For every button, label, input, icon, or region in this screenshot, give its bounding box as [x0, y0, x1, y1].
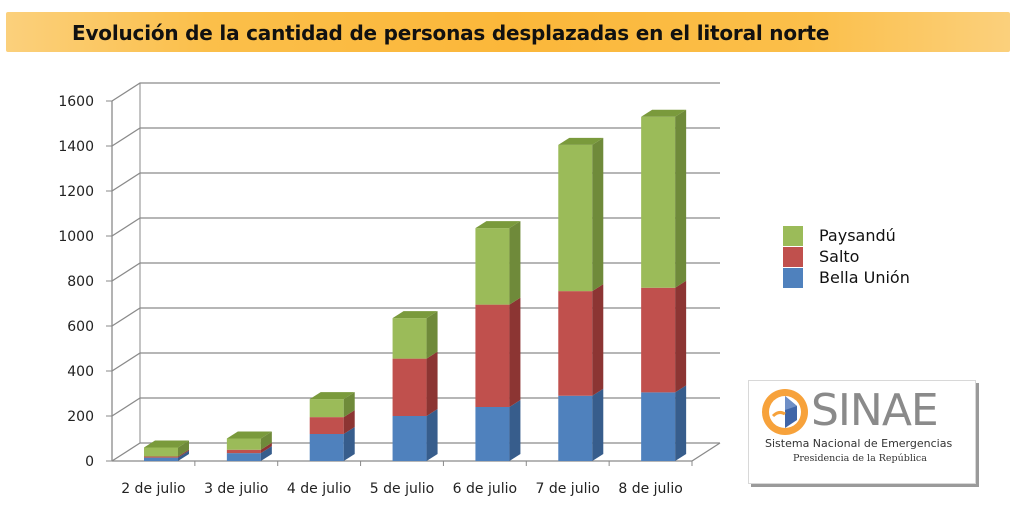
bar-bella-uni-n-side [178, 450, 189, 461]
bar-paysand--top [226, 431, 272, 439]
legend-swatch-paysandu [783, 225, 803, 246]
legend-swatch-bella-union [783, 267, 803, 288]
logo-tagline: Presidencia de la República [793, 453, 927, 464]
x-tick-label: 4 de julio [287, 481, 351, 497]
legend-item-salto: Salto [783, 246, 910, 267]
y-tick-label: 600 [67, 319, 94, 335]
bar-salto-front [392, 358, 427, 416]
bar-paysand--top [392, 311, 438, 319]
gridline [111, 172, 720, 192]
bar-paysand--front [309, 399, 344, 418]
y-tick-label: 1000 [58, 229, 94, 245]
x-tick-label: 8 de julio [618, 481, 682, 497]
bar-salto-front [558, 291, 593, 396]
x-tick-label: 2 de julio [121, 481, 185, 497]
bar-paysand--top [144, 440, 189, 448]
logo-name: SINAE [811, 385, 939, 436]
bar-salto-side [343, 410, 355, 434]
chart-title: Evolución de la cantidad de personas des… [72, 21, 830, 45]
bar-paysand--side [178, 440, 189, 457]
bar-bella-uni-n-side [592, 388, 604, 461]
bar-paysand--side [509, 221, 521, 305]
y-tick-label: 800 [67, 274, 94, 290]
sinae-logo: SINAE Sistema Nacional de Emergencias Pr… [748, 380, 976, 484]
bar-paysand--side [675, 109, 687, 288]
y-tick-label: 1600 [58, 94, 94, 110]
gridline [111, 262, 720, 282]
bar-paysand--side [343, 392, 355, 418]
legend-label: Salto [819, 247, 860, 266]
x-tick-label: 6 de julio [453, 481, 517, 497]
bar-paysand--side [260, 431, 272, 450]
x-tick-label: 7 de julio [536, 481, 600, 497]
bar-paysand--front [392, 318, 427, 359]
legend-item-bella-union: Bella Unión [783, 267, 910, 288]
x-tick-label: 5 de julio [370, 481, 434, 497]
bar-paysand--front [226, 438, 261, 450]
y-tick-label: 400 [67, 364, 94, 380]
bar-bella-uni-n-front [392, 416, 427, 461]
bar-salto-front [641, 287, 676, 393]
bar-paysand--side [592, 137, 604, 292]
legend-label: Bella Unión [819, 268, 910, 287]
bar-paysand--top [558, 137, 604, 145]
y-tick-label: 1400 [58, 139, 94, 155]
bar-paysand--top [309, 392, 355, 400]
bar-salto-side [426, 351, 438, 416]
y-tick-label: 1200 [58, 184, 94, 200]
bar-paysand--front [144, 447, 178, 457]
bar-salto-front [309, 417, 344, 434]
logo-subtitle: Sistema Nacional de Emergencias [765, 437, 953, 450]
bar-salto-side [509, 297, 521, 407]
gridline [111, 127, 720, 147]
bar-salto-side [592, 284, 604, 396]
bar-bella-uni-n-side [426, 409, 438, 461]
bar-bella-uni-n-front [641, 392, 676, 461]
gridline [111, 217, 720, 237]
bar-paysand--top [641, 109, 687, 117]
bar-salto-front [226, 449, 261, 454]
bar-bella-uni-n-front [309, 434, 344, 461]
bar-paysand--front [641, 116, 676, 288]
bar-bella-uni-n-front [558, 395, 593, 461]
bar-paysand--top [475, 221, 521, 229]
bar-bella-uni-n-front [226, 453, 261, 461]
legend-swatch-salto [783, 246, 803, 267]
x-tick-label: 3 de julio [204, 481, 268, 497]
bar-bella-uni-n-front [475, 407, 510, 461]
sinae-emblem-icon [762, 389, 808, 435]
bar-salto-side [675, 280, 687, 393]
bar-bella-uni-n-side [509, 400, 521, 461]
bar-bella-uni-n-front [144, 457, 178, 461]
legend-label: Paysandú [819, 226, 896, 245]
title-bar: Evolución de la cantidad de personas des… [6, 12, 1010, 52]
bar-paysand--front [558, 144, 593, 292]
y-tick-label: 200 [67, 409, 94, 425]
bar-salto-side [178, 449, 189, 458]
bar-bella-uni-n-side [675, 385, 687, 461]
bar-salto-front [144, 456, 178, 458]
legend: Paysandú Salto Bella Unión [783, 225, 910, 288]
legend-item-paysandu: Paysandú [783, 225, 910, 246]
bar-bella-uni-n-side [343, 427, 355, 461]
bar-paysand--side [426, 311, 438, 359]
y-tick-label: 0 [85, 454, 94, 470]
gridline [111, 82, 720, 102]
bar-salto-front [475, 304, 510, 407]
bar-salto-side [260, 442, 272, 454]
bar-paysand--front [475, 228, 510, 305]
bar-bella-uni-n-side [260, 446, 272, 461]
